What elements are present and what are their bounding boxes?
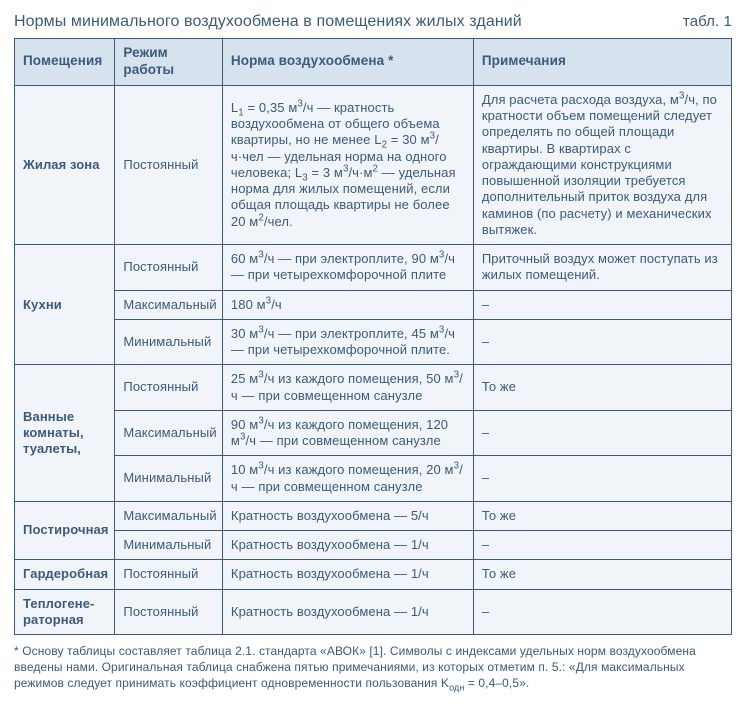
table-row: Гардеробная Постоянный Кратность воздухо… (15, 560, 732, 589)
cell-note: – (473, 319, 731, 365)
cell-mode: Минимальный (115, 531, 223, 560)
cell-room: Жилая зона (15, 85, 115, 244)
table-body: Жилая зона Постоянный L1 = 0,35 м3/ч — к… (15, 85, 732, 634)
table-row: Минимальный Кратность воздухообмена — 1/… (15, 531, 732, 560)
cell-rate: L1 = 0,35 м3/ч — кратность воздухообмена… (222, 85, 473, 244)
cell-note: То же (473, 501, 731, 530)
table-row: Минимальный 30 м3/ч — при электроплите, … (15, 319, 732, 365)
cell-note: – (473, 290, 731, 319)
cell-mode: Постоянный (115, 365, 223, 411)
cell-rate: 30 м3/ч — при электроплите, 45 м3/ч — пр… (222, 319, 473, 365)
table-row: Максимальный 180 м3/ч – (15, 290, 732, 319)
table-row: Минимальный 10 м3/ч из каждого помещения… (15, 456, 732, 502)
cell-mode: Постоянный (115, 589, 223, 635)
cell-room: Кухни (15, 245, 115, 365)
cell-rate: 180 м3/ч (222, 290, 473, 319)
cell-note: То же (473, 560, 731, 589)
table-row: Постирочная Максимальный Кратность возду… (15, 501, 732, 530)
col-header-room: Помещения (15, 39, 115, 86)
cell-rate: 60 м3/ч — при электроплите, 90 м3/ч — пр… (222, 245, 473, 291)
page-title: Нормы минимального воздухообмена в помещ… (14, 12, 522, 32)
cell-rate: 90 м3/ч из каждого помещения, 120 м3/ч —… (222, 410, 473, 456)
cell-note: – (473, 531, 731, 560)
table-row: Кухни Постоянный 60 м3/ч — при электропл… (15, 245, 732, 291)
col-header-mode: Режим работы (115, 39, 223, 86)
cell-rate: 10 м3/ч из каждого помещения, 20 м3/ч — … (222, 456, 473, 502)
table-row: Максимальный 90 м3/ч из каждого помещени… (15, 410, 732, 456)
cell-mode: Постоянный (115, 85, 223, 244)
cell-mode: Максимальный (115, 290, 223, 319)
cell-mode: Постоянный (115, 560, 223, 589)
table-row: Теплогене-раторная Постоянный Кратность … (15, 589, 732, 635)
cell-mode: Максимальный (115, 501, 223, 530)
cell-note: – (473, 456, 731, 502)
table-row: Ванные комнаты, туалеты, Постоянный 25 м… (15, 365, 732, 411)
title-row: Нормы минимального воздухообмена в помещ… (14, 12, 732, 32)
table-header-row: Помещения Режим работы Норма воздухообме… (15, 39, 732, 86)
cell-mode: Минимальный (115, 456, 223, 502)
cell-rate: Кратность воздухообмена — 1/ч (222, 589, 473, 635)
col-header-note: Примечания (473, 39, 731, 86)
ventilation-table: Помещения Режим работы Норма воздухообме… (14, 38, 732, 635)
table-row: Жилая зона Постоянный L1 = 0,35 м3/ч — к… (15, 85, 732, 244)
cell-room: Ванные комнаты, туалеты, (15, 365, 115, 502)
cell-rate: Кратность воздухообмена — 1/ч (222, 531, 473, 560)
cell-room: Постирочная (15, 501, 115, 560)
cell-note: Приточный воздух может поступать из жилы… (473, 245, 731, 291)
cell-rate: Кратность воздухообмена — 5/ч (222, 501, 473, 530)
footnote: * Основу таблицы составляет таблица 2.1.… (14, 643, 732, 692)
cell-note: – (473, 589, 731, 635)
cell-room: Теплогене-раторная (15, 589, 115, 635)
cell-note: Для расчета расхода воздуха, м3/ч, по кр… (473, 85, 731, 244)
cell-mode: Максимальный (115, 410, 223, 456)
table-number: табл. 1 (683, 13, 732, 32)
cell-mode: Постоянный (115, 245, 223, 291)
cell-room: Гардеробная (15, 560, 115, 589)
cell-rate: 25 м3/ч из каждого помещения, 50 м3/ч — … (222, 365, 473, 411)
cell-rate: Кратность воздухообмена — 1/ч (222, 560, 473, 589)
cell-note: – (473, 410, 731, 456)
col-header-rate: Норма воздухообмена * (222, 39, 473, 86)
cell-note: То же (473, 365, 731, 411)
cell-mode: Минимальный (115, 319, 223, 365)
